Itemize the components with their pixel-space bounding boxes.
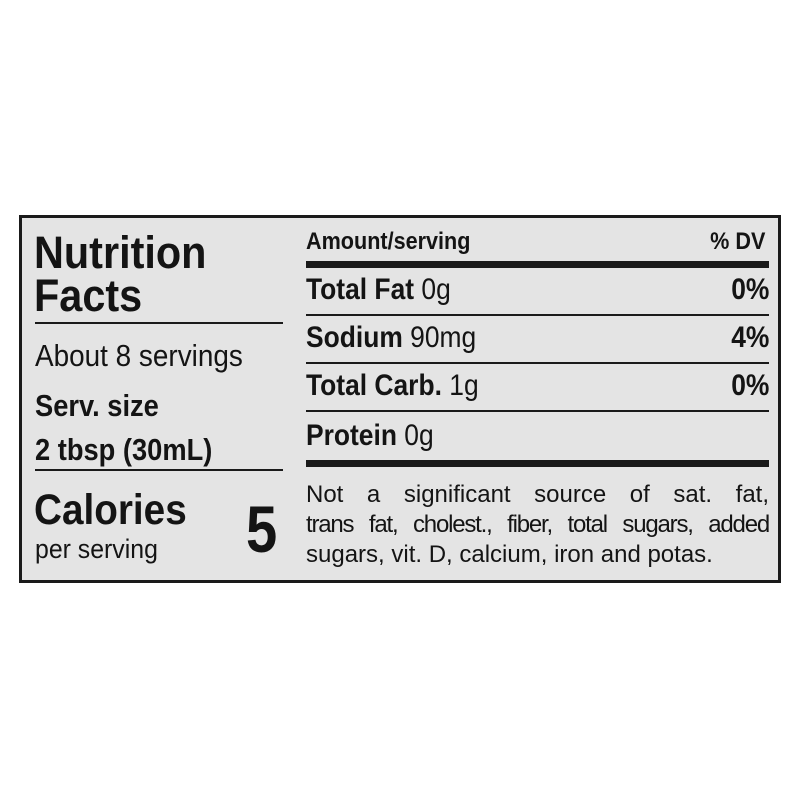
nutrient-dv: 0% [730,273,769,306]
calories-value: 5 [246,492,278,566]
amount-per-serving-header: Amount/serving [306,228,471,255]
nutrient-name: Total Fat [306,273,415,306]
nutrient-name: Total Carb. [306,369,442,402]
nutrition-facts-label: Nutrition Facts About 8 servings Serv. s… [19,215,781,583]
servings-per-container: About 8 servings [35,338,243,373]
nutrient-dv: 4% [730,321,769,354]
nutrient-amount: 0g [421,273,451,306]
nutrient-name: Sodium [306,321,403,354]
nutrient-amount: 90mg [410,321,477,354]
calories-per-serving: per serving [35,534,158,564]
title-facts: Facts [34,270,143,321]
thick-divider [306,261,769,268]
nutrient-dv: 0% [730,369,769,402]
serving-size-label: Serv. size [35,388,159,423]
serving-size-value: 2 tbsp (30mL) [35,432,213,467]
nutrient-name: Protein [306,419,397,452]
divider [35,469,283,471]
calories-label: Calories [34,486,187,534]
divider [306,410,769,412]
footnote-line: sugars, vit. D, calcium, iron and potas. [306,541,713,568]
nutrient-row-sodium: Sodium 90mg 4% [306,323,769,353]
thick-divider [306,460,769,467]
divider [35,322,283,324]
divider [306,362,769,364]
footnote-line: trans fat, cholest., fiber, total sugars… [306,511,770,538]
title-nutrition: Nutrition [34,227,207,278]
divider [306,314,769,316]
footnote-line: Not a significant source of sat. fat, [306,481,769,508]
nutrient-row-total-carb: Total Carb. 1g 0% [306,371,769,401]
daily-value-header: % DV [709,228,765,255]
nutrient-row-protein: Protein 0g [306,421,769,451]
nutrient-amount: 0g [404,419,434,452]
nutrient-row-total-fat: Total Fat 0g 0% [306,275,769,305]
nutrient-amount: 1g [449,369,479,402]
